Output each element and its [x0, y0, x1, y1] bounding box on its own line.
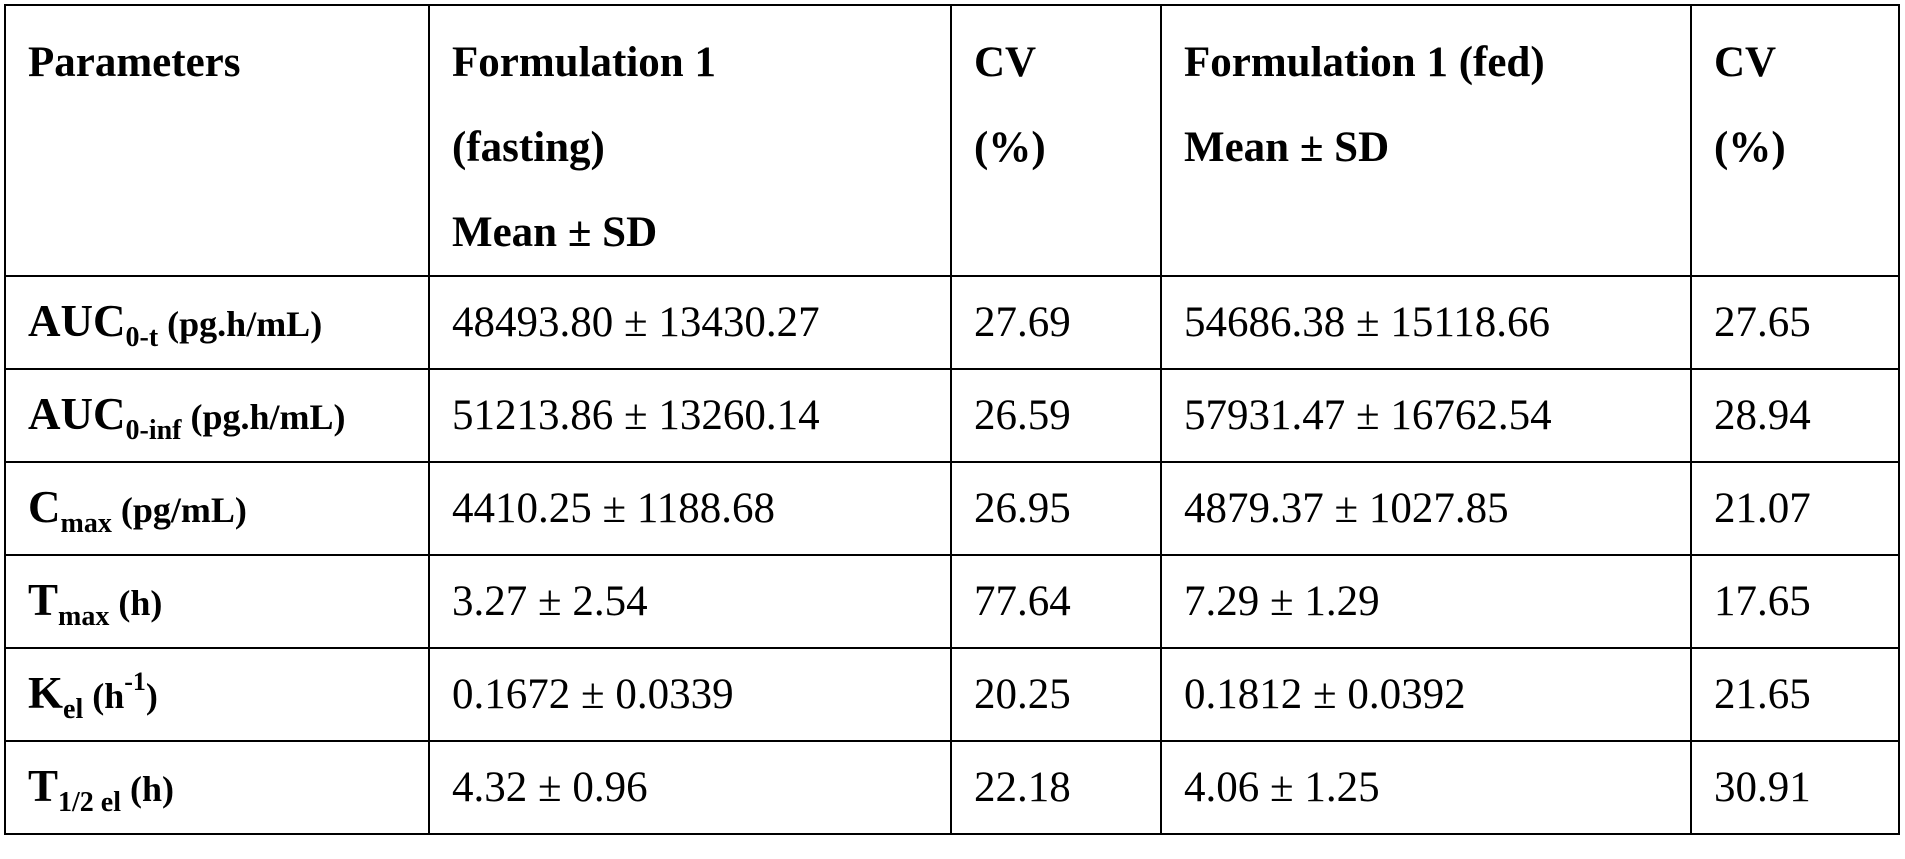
param-symbol: AUC — [28, 296, 126, 346]
fed-value: 0.1812 ± 0.0392 — [1161, 648, 1691, 741]
fasting-value: 48493.80 ± 13430.27 — [429, 276, 951, 369]
table-row: T1/2 el (h) 4.32 ± 0.96 22.18 4.06 ± 1.2… — [5, 741, 1899, 834]
header-line: Formulation 1 — [452, 20, 950, 105]
param-subscript: 0-inf — [126, 415, 182, 446]
param-subscript: max — [61, 508, 112, 539]
header-line: (%) — [974, 105, 1160, 190]
fasting-value: 4410.25 ± 1188.68 — [429, 462, 951, 555]
cv-fasting-value: 22.18 — [951, 741, 1161, 834]
fed-value: 4879.37 ± 1027.85 — [1161, 462, 1691, 555]
cv-fed-value: 17.65 — [1691, 555, 1899, 648]
table-row: Kel (h-1) 0.1672 ± 0.0339 20.25 0.1812 ±… — [5, 648, 1899, 741]
header-line: Mean ± SD — [452, 190, 950, 275]
header-formulation-fed: Formulation 1 (fed) Mean ± SD — [1161, 5, 1691, 276]
cv-fed-value: 21.07 — [1691, 462, 1899, 555]
param-unit-close: ) — [146, 676, 158, 716]
header-line: CV — [974, 20, 1160, 105]
fasting-value: 4.32 ± 0.96 — [429, 741, 951, 834]
table-row: Tmax (h) 3.27 ± 2.54 77.64 7.29 ± 1.29 1… — [5, 555, 1899, 648]
param-cell: Kel (h-1) — [5, 648, 429, 741]
param-unit: (h) — [109, 583, 162, 623]
header-line: Formulation 1 (fed) — [1184, 20, 1690, 105]
param-superscript: -1 — [124, 667, 146, 696]
param-symbol: C — [28, 482, 61, 532]
param-unit: (h — [83, 676, 124, 716]
cv-fed-value: 30.91 — [1691, 741, 1899, 834]
fed-value: 4.06 ± 1.25 — [1161, 741, 1691, 834]
param-cell: Tmax (h) — [5, 555, 429, 648]
header-parameters: Parameters — [5, 5, 429, 276]
cv-fed-value: 27.65 — [1691, 276, 1899, 369]
header-row: Parameters Formulation 1 (fasting) Mean … — [5, 5, 1899, 276]
cv-fasting-value: 26.95 — [951, 462, 1161, 555]
param-symbol: T — [28, 761, 58, 811]
header-line: Mean ± SD — [1184, 105, 1690, 190]
param-unit: (pg.h/mL) — [182, 397, 346, 437]
header-line: CV — [1714, 20, 1898, 105]
param-symbol: K — [28, 668, 63, 718]
cv-fasting-value: 26.59 — [951, 369, 1161, 462]
cv-fasting-value: 77.64 — [951, 555, 1161, 648]
param-cell: T1/2 el (h) — [5, 741, 429, 834]
table-body: AUC0-t (pg.h/mL) 48493.80 ± 13430.27 27.… — [5, 276, 1899, 834]
param-subscript: 0-t — [126, 322, 159, 353]
header-cv-fasting: CV (%) — [951, 5, 1161, 276]
cv-fed-value: 28.94 — [1691, 369, 1899, 462]
param-symbol: T — [28, 575, 58, 625]
header-line: (fasting) — [452, 105, 950, 190]
fed-value: 54686.38 ± 15118.66 — [1161, 276, 1691, 369]
cv-fasting-value: 27.69 — [951, 276, 1161, 369]
param-cell: AUC0-inf (pg.h/mL) — [5, 369, 429, 462]
table-row: Cmax (pg/mL) 4410.25 ± 1188.68 26.95 487… — [5, 462, 1899, 555]
header-line: Parameters — [28, 20, 428, 105]
param-cell: AUC0-t (pg.h/mL) — [5, 276, 429, 369]
param-unit: (pg.h/mL) — [158, 304, 322, 344]
param-subscript: max — [58, 601, 109, 632]
fed-value: 57931.47 ± 16762.54 — [1161, 369, 1691, 462]
table-row: AUC0-inf (pg.h/mL) 51213.86 ± 13260.14 2… — [5, 369, 1899, 462]
header-formulation-fasting: Formulation 1 (fasting) Mean ± SD — [429, 5, 951, 276]
table-row: AUC0-t (pg.h/mL) 48493.80 ± 13430.27 27.… — [5, 276, 1899, 369]
fasting-value: 51213.86 ± 13260.14 — [429, 369, 951, 462]
header-cv-fed: CV (%) — [1691, 5, 1899, 276]
cv-fasting-value: 20.25 — [951, 648, 1161, 741]
fed-value: 7.29 ± 1.29 — [1161, 555, 1691, 648]
header-line: (%) — [1714, 105, 1898, 190]
cv-fed-value: 21.65 — [1691, 648, 1899, 741]
param-unit: (pg/mL) — [112, 490, 247, 530]
fasting-value: 0.1672 ± 0.0339 — [429, 648, 951, 741]
param-cell: Cmax (pg/mL) — [5, 462, 429, 555]
param-subscript: el — [63, 694, 83, 725]
fasting-value: 3.27 ± 2.54 — [429, 555, 951, 648]
pk-parameters-table: Parameters Formulation 1 (fasting) Mean … — [4, 4, 1900, 835]
param-symbol: AUC — [28, 389, 126, 439]
param-subscript: 1/2 el — [58, 787, 121, 818]
table-header: Parameters Formulation 1 (fasting) Mean … — [5, 5, 1899, 276]
param-unit: (h) — [121, 769, 174, 809]
